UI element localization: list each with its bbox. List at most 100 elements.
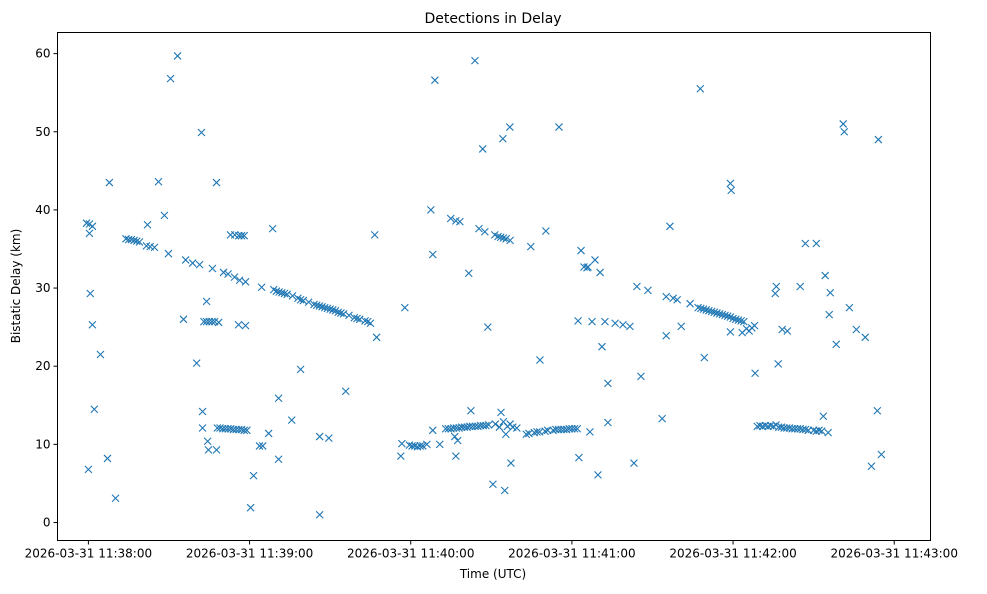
data-point [726, 179, 735, 188]
data-point [570, 424, 579, 433]
data-point [274, 394, 283, 403]
data-point [832, 340, 841, 349]
data-point [630, 459, 638, 468]
data-point [370, 231, 379, 239]
data-point [815, 426, 823, 435]
data-point [235, 276, 244, 285]
data-point [619, 320, 627, 329]
data-point [702, 306, 711, 314]
data-point [241, 321, 250, 330]
data-point [774, 359, 783, 368]
data-point [867, 462, 876, 471]
data-point [574, 316, 582, 325]
data-point [644, 286, 652, 295]
data-point [801, 239, 810, 248]
data-point [505, 123, 514, 131]
data-point [637, 372, 645, 381]
data-point [495, 423, 504, 432]
data-point [471, 56, 479, 65]
data-point [288, 291, 297, 300]
data-point [103, 454, 112, 463]
data-point [839, 120, 848, 128]
data-point [192, 359, 201, 367]
data-point [135, 238, 144, 246]
data-point [594, 470, 602, 479]
data-point [230, 273, 239, 282]
data-point [750, 321, 759, 330]
data-point [796, 282, 805, 291]
y-axis-label: Bistatic Delay (km) [9, 229, 23, 344]
data-points [82, 52, 886, 519]
data-point [435, 440, 444, 449]
data-point [778, 325, 787, 334]
data-point [396, 452, 405, 460]
data-point [240, 231, 249, 240]
data-point [277, 288, 286, 297]
data-point [498, 134, 507, 143]
data-point [686, 299, 694, 308]
data-point [825, 310, 834, 319]
data-point [604, 418, 612, 427]
data-point [783, 327, 792, 335]
data-point [304, 298, 313, 307]
y-tick-label: 20 [35, 359, 50, 373]
data-point [669, 294, 678, 303]
data-point [845, 303, 854, 312]
data-point [160, 211, 169, 220]
data-point [482, 421, 490, 430]
data-point [249, 471, 258, 480]
data-point [198, 407, 207, 416]
data-point [817, 427, 826, 435]
data-point [484, 420, 493, 429]
data-point [366, 319, 375, 328]
data-point [494, 232, 502, 241]
data-point [320, 303, 329, 312]
data-point [506, 236, 515, 245]
data-point [718, 310, 727, 319]
data-point [257, 283, 266, 292]
data-point [341, 387, 350, 396]
data-point [586, 427, 594, 436]
data-point [274, 455, 283, 464]
data-point [96, 350, 105, 359]
data-point [315, 432, 324, 441]
data-point [241, 277, 250, 286]
data-point [88, 320, 97, 329]
data-point [287, 416, 296, 425]
data-point [483, 323, 492, 332]
data-point [588, 317, 596, 326]
data-point [451, 452, 460, 460]
data-point [705, 306, 713, 315]
data-point [821, 271, 830, 280]
data-point [577, 246, 585, 255]
x-tick-label: 2026-03-31 11:42:00 [669, 547, 796, 561]
data-point [710, 308, 719, 317]
data-point [772, 282, 781, 291]
data-point [584, 263, 592, 271]
data-point [428, 426, 437, 435]
data-point [197, 128, 206, 137]
axis-ticks: 2026-03-31 11:38:00 2026-03-31 11:39:00 20… [25, 47, 958, 561]
y-tick-label: 40 [35, 203, 50, 217]
data-point [541, 427, 549, 435]
data-point [353, 314, 361, 323]
data-point [731, 315, 740, 324]
data-point [337, 309, 345, 317]
data-point [812, 239, 821, 248]
data-point [202, 297, 211, 306]
data-point [611, 319, 620, 328]
data-point [127, 235, 136, 244]
x-tick-label: 2026-03-31 11:39:00 [186, 547, 313, 561]
data-point [801, 425, 810, 434]
data-point [721, 311, 729, 320]
data-point [219, 268, 228, 277]
data-point [240, 426, 249, 435]
data-point [181, 256, 190, 264]
data-point [489, 480, 497, 489]
data-point [323, 304, 332, 313]
data-point [105, 178, 114, 187]
data-point [555, 123, 563, 131]
data-point [397, 439, 406, 448]
data-point [208, 317, 216, 326]
